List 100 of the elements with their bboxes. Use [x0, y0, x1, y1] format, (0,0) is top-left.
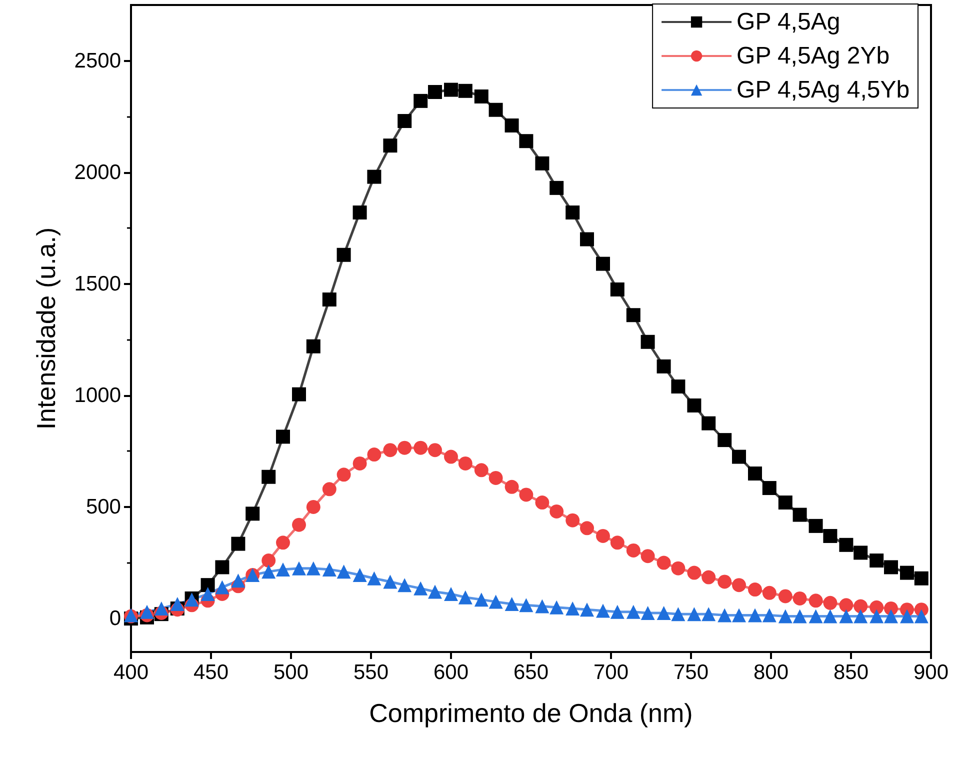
point [519, 488, 534, 502]
point [914, 571, 928, 586]
point [656, 556, 671, 570]
point [732, 450, 746, 464]
y-tick-label: 0 [109, 607, 121, 630]
point [823, 596, 838, 610]
point [687, 566, 702, 580]
point [276, 562, 290, 576]
point [428, 584, 442, 599]
point [414, 440, 428, 455]
x-tick-label: 700 [593, 661, 629, 684]
point [262, 564, 276, 579]
point [839, 538, 854, 552]
x-tick-label: 400 [113, 661, 149, 684]
y-tick-label: 500 [86, 495, 121, 518]
point [444, 450, 458, 464]
point [792, 591, 807, 606]
x-tick-label: 650 [513, 661, 549, 684]
point [718, 608, 732, 622]
point [566, 601, 580, 616]
point [488, 102, 503, 117]
point [671, 380, 686, 394]
point [778, 496, 792, 510]
y-tick-label: 1500 [74, 272, 121, 296]
x-tick-label: 500 [273, 661, 309, 684]
point [519, 598, 534, 612]
point [762, 586, 776, 600]
point [474, 89, 488, 104]
y-tick-label: 2000 [74, 160, 121, 184]
point [474, 592, 488, 607]
point [823, 609, 838, 624]
point [687, 398, 702, 412]
point [140, 604, 154, 619]
point [458, 590, 472, 604]
point [398, 440, 412, 455]
point [748, 466, 762, 481]
point [566, 205, 580, 220]
point [884, 609, 898, 624]
point [656, 359, 671, 374]
point [154, 601, 168, 616]
x-tick-label: 450 [193, 661, 229, 684]
y-axis-title: Intensidade (u.a.) [31, 227, 61, 430]
point [671, 607, 686, 622]
point [550, 504, 564, 518]
point [352, 205, 367, 220]
point [367, 571, 382, 586]
point [778, 589, 792, 604]
point [336, 248, 351, 262]
point [610, 536, 624, 550]
point [702, 570, 716, 584]
point [231, 536, 246, 551]
legend-label: GP 4,5Ag [736, 8, 840, 36]
point [231, 574, 246, 588]
point [262, 470, 276, 484]
point [488, 470, 503, 485]
point [367, 448, 382, 462]
point [458, 456, 472, 470]
point [914, 609, 928, 624]
y-tick-label: 2500 [74, 49, 121, 72]
point [884, 560, 898, 574]
point [352, 456, 367, 470]
point [778, 609, 792, 624]
point [383, 443, 398, 458]
x-tick-label: 900 [913, 661, 949, 684]
legend-label: GP 4,5Ag 2Yb [736, 42, 890, 70]
point [215, 560, 230, 574]
point [762, 608, 776, 622]
x-tick-label: 800 [753, 661, 789, 684]
point [276, 536, 290, 550]
legend-label: GP 4,5Ag 4,5Yb [736, 76, 910, 104]
point [808, 594, 823, 608]
point [276, 430, 290, 444]
point [200, 586, 215, 601]
point [640, 334, 655, 349]
point [640, 549, 655, 564]
point [535, 599, 550, 614]
point [383, 574, 398, 589]
point [292, 387, 306, 402]
point [504, 480, 519, 494]
y-tick-label: 1000 [74, 384, 121, 407]
point [640, 606, 655, 620]
point [718, 433, 732, 448]
point [580, 232, 594, 246]
point [870, 609, 884, 624]
point [550, 180, 564, 195]
point [808, 518, 823, 533]
point [732, 578, 746, 592]
x-tick-label: 750 [673, 661, 709, 684]
point [671, 561, 686, 576]
point [322, 482, 336, 496]
point [732, 608, 746, 622]
point [550, 600, 564, 614]
point [398, 578, 412, 592]
point [458, 84, 472, 98]
point [322, 292, 336, 306]
point [792, 609, 807, 624]
point [383, 138, 398, 153]
x-tick-label: 600 [433, 661, 469, 684]
point [900, 566, 914, 580]
point [823, 528, 838, 543]
